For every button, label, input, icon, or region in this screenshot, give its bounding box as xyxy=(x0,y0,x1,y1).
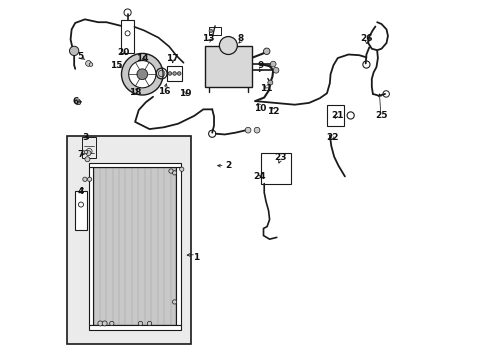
Bar xyxy=(93,167,176,325)
Bar xyxy=(88,163,181,167)
Text: 9: 9 xyxy=(257,61,264,70)
Text: 24: 24 xyxy=(253,172,265,181)
Text: 1: 1 xyxy=(193,253,199,262)
Text: 17: 17 xyxy=(165,54,178,63)
Circle shape xyxy=(263,48,269,54)
Circle shape xyxy=(84,150,88,154)
Circle shape xyxy=(98,321,102,326)
Circle shape xyxy=(87,177,92,181)
Circle shape xyxy=(109,321,114,325)
Circle shape xyxy=(168,72,171,75)
Text: 18: 18 xyxy=(129,88,141,97)
Circle shape xyxy=(267,80,272,85)
Text: 6: 6 xyxy=(72,96,78,105)
Text: 7: 7 xyxy=(77,150,83,159)
Bar xyxy=(204,45,251,87)
Circle shape xyxy=(177,72,181,75)
Bar xyxy=(82,137,96,158)
Circle shape xyxy=(179,167,183,171)
Circle shape xyxy=(172,72,176,75)
Circle shape xyxy=(219,37,237,54)
Bar xyxy=(88,167,93,325)
Circle shape xyxy=(273,67,278,73)
Text: 8: 8 xyxy=(237,34,243,43)
Text: 13: 13 xyxy=(202,34,214,43)
Text: 2: 2 xyxy=(225,161,231,170)
Circle shape xyxy=(69,46,79,55)
Text: 4: 4 xyxy=(77,187,83,196)
Text: 25: 25 xyxy=(374,111,387,120)
Text: 5: 5 xyxy=(77,52,83,61)
Text: 19: 19 xyxy=(179,89,191,98)
Circle shape xyxy=(254,127,260,133)
Circle shape xyxy=(121,53,163,95)
Text: 10: 10 xyxy=(254,104,266,113)
Circle shape xyxy=(244,127,250,133)
Text: 3: 3 xyxy=(82,133,89,142)
Bar xyxy=(75,191,86,230)
Bar xyxy=(121,21,134,53)
Text: 26: 26 xyxy=(360,34,372,43)
Text: 23: 23 xyxy=(274,153,286,162)
Circle shape xyxy=(208,29,212,33)
Circle shape xyxy=(138,321,142,325)
Circle shape xyxy=(82,177,87,181)
Text: 14: 14 xyxy=(136,54,148,63)
Bar xyxy=(176,167,181,325)
Bar xyxy=(260,153,290,184)
Text: 12: 12 xyxy=(266,107,279,116)
Circle shape xyxy=(128,60,156,88)
Bar xyxy=(66,135,191,343)
Bar xyxy=(326,105,344,126)
Circle shape xyxy=(102,321,107,326)
Circle shape xyxy=(168,169,173,173)
Circle shape xyxy=(137,69,147,80)
Circle shape xyxy=(89,63,93,66)
Text: 15: 15 xyxy=(110,61,122,70)
Circle shape xyxy=(86,150,91,156)
Text: 11: 11 xyxy=(259,84,272,93)
Circle shape xyxy=(85,157,90,162)
Circle shape xyxy=(147,321,151,325)
Bar xyxy=(167,66,182,81)
Circle shape xyxy=(85,60,91,66)
Circle shape xyxy=(172,171,176,175)
Circle shape xyxy=(75,99,81,105)
Text: 22: 22 xyxy=(325,133,338,142)
Bar xyxy=(88,325,181,329)
Text: 16: 16 xyxy=(158,86,170,95)
Circle shape xyxy=(172,300,176,304)
Circle shape xyxy=(77,101,81,105)
Text: 21: 21 xyxy=(331,111,343,120)
Circle shape xyxy=(270,61,276,67)
Text: 20: 20 xyxy=(117,48,129,57)
Bar xyxy=(208,27,221,35)
